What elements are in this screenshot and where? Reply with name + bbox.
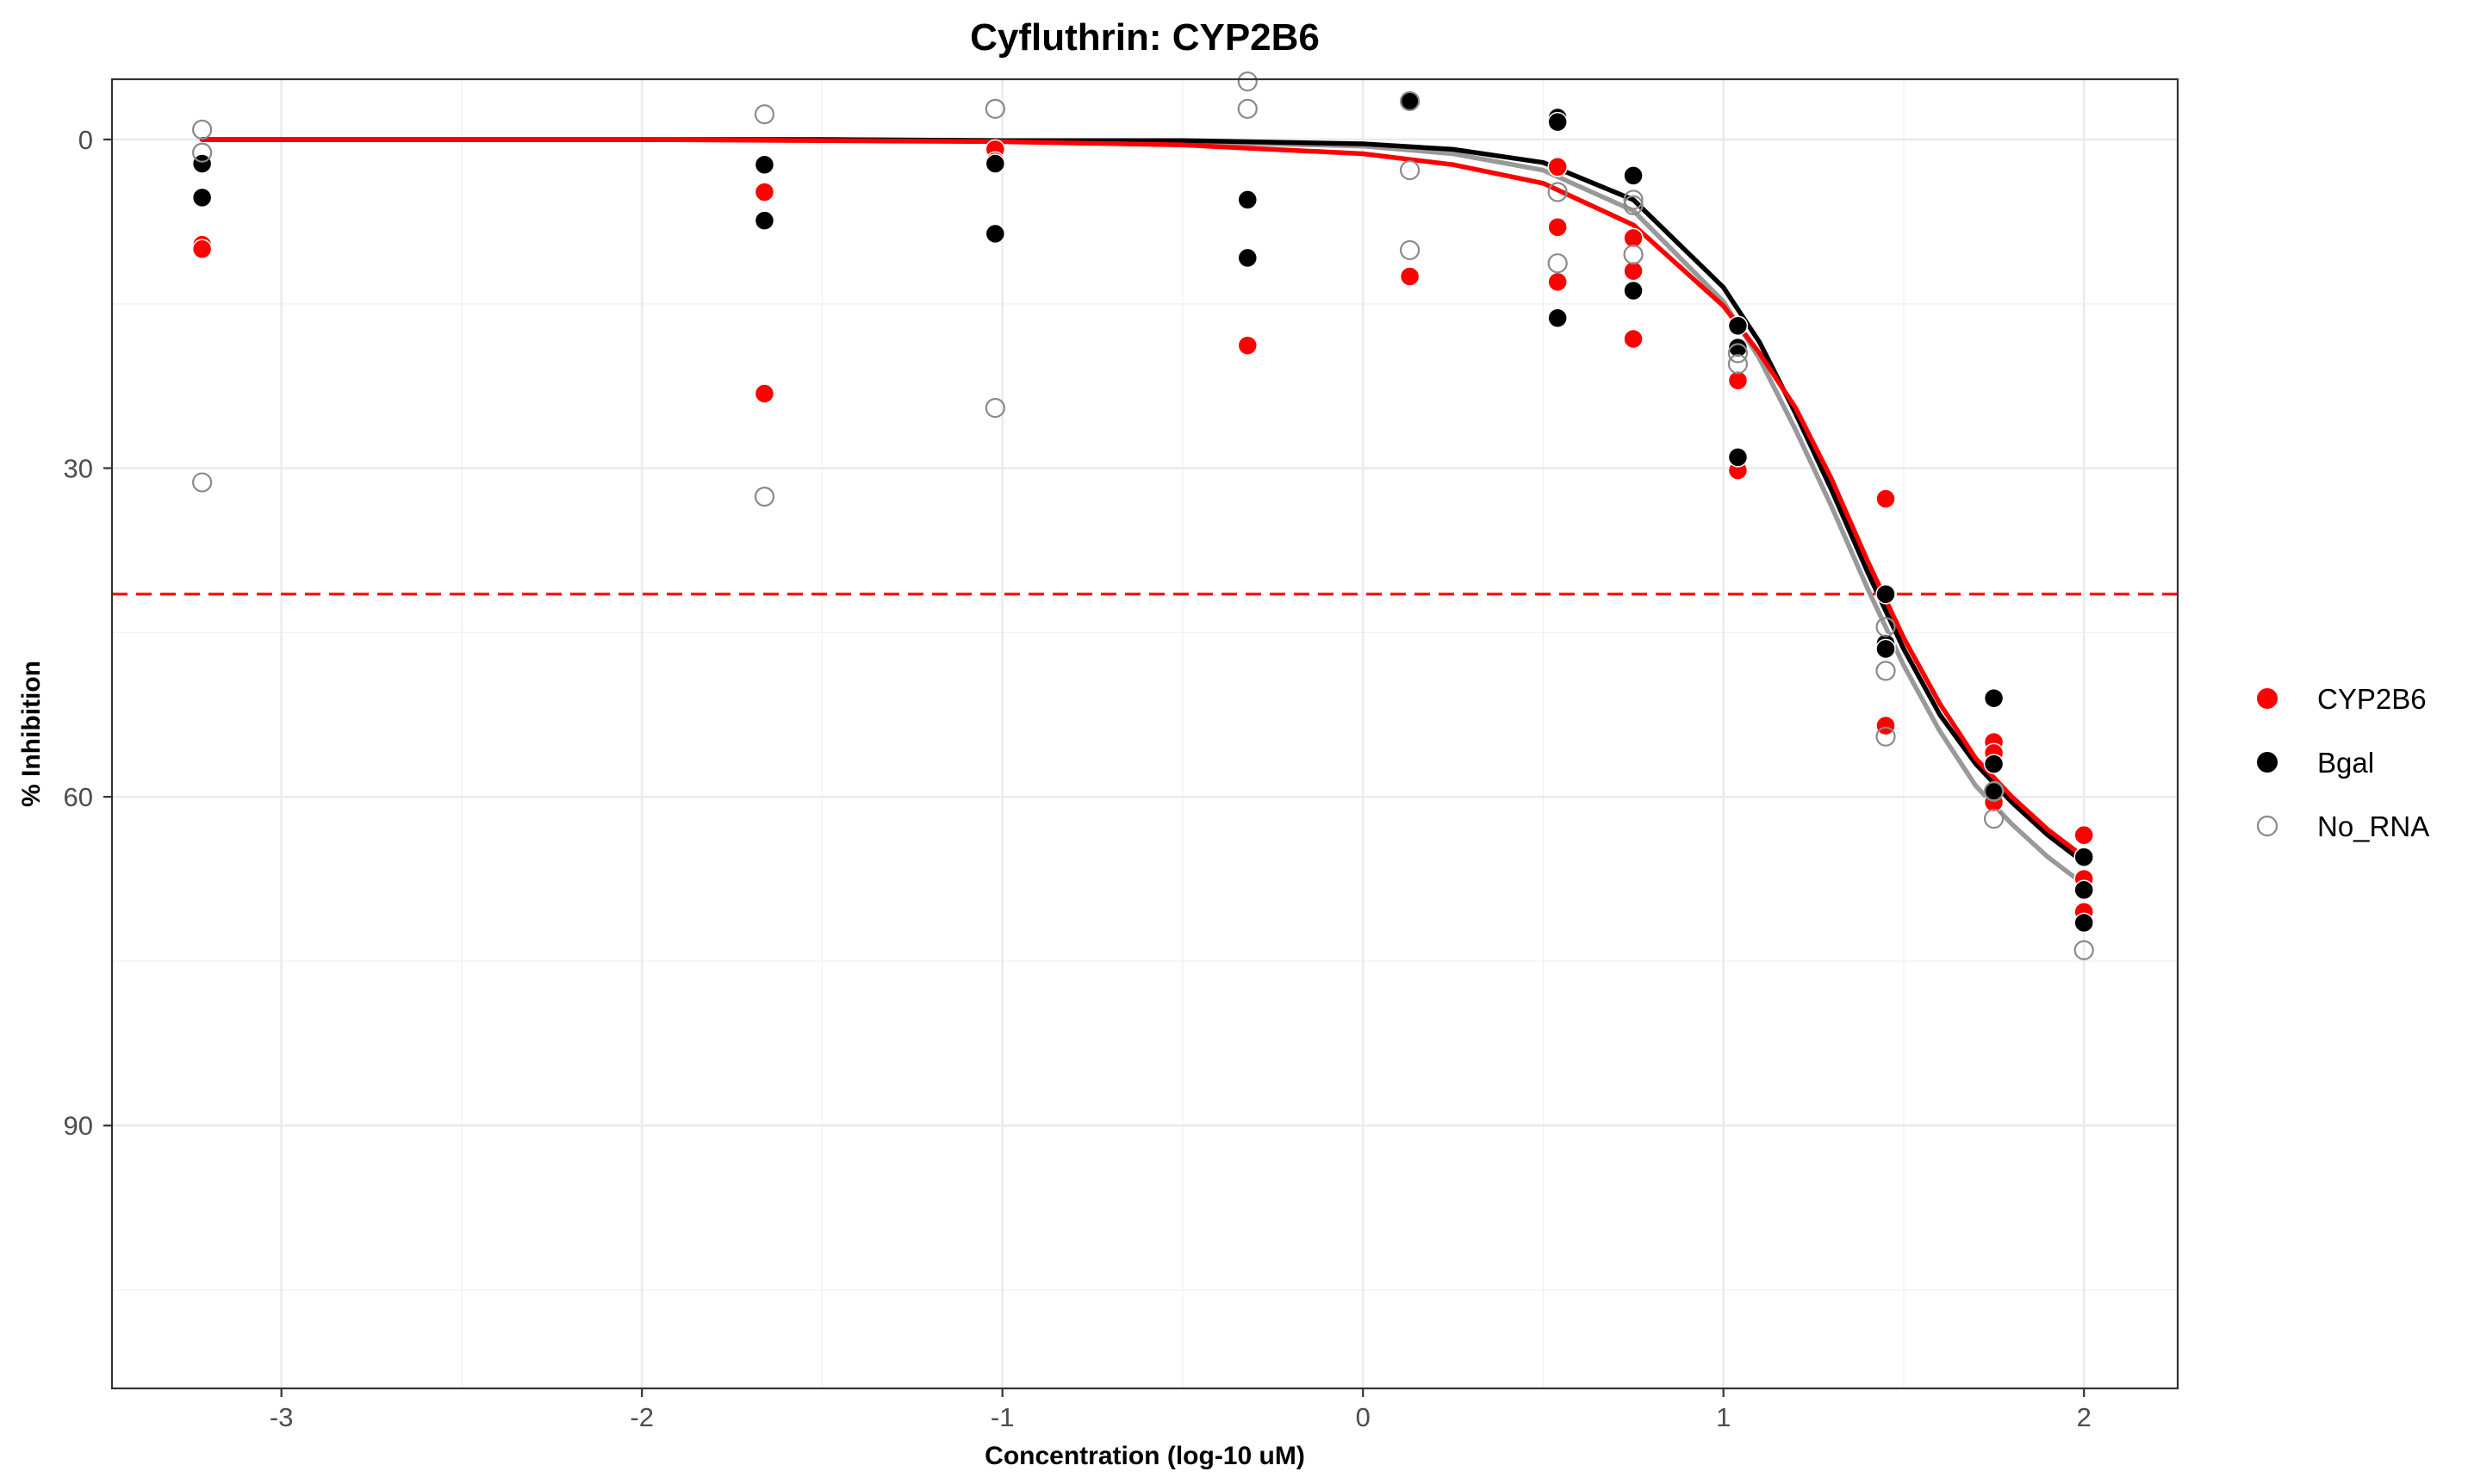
point-bgal: [1727, 337, 1749, 358]
legend-key-bgal: [2257, 752, 2278, 773]
point-no-rna: [192, 142, 213, 163]
point-bgal: [754, 154, 775, 175]
point-cyp2b6: [1399, 266, 1420, 287]
point-bgal: [985, 153, 1006, 174]
point-no-rna: [1623, 244, 1644, 265]
y-tick-label: 30: [64, 454, 93, 484]
point-cyp2b6: [191, 239, 213, 259]
point-layer: [191, 71, 2094, 960]
point-bgal: [1983, 687, 2005, 709]
point-no-rna: [985, 98, 1005, 119]
point-no-rna: [1983, 808, 2005, 829]
point-no-rna: [1399, 159, 1420, 181]
point-no-rna: [1399, 90, 1420, 112]
point-bgal: [1547, 307, 1568, 329]
y-tick-label: 0: [78, 125, 93, 155]
point-bgal: [2073, 847, 2094, 867]
point-no-rna: [1399, 239, 1420, 261]
point-cyp2b6: [1875, 715, 1896, 736]
axis-layer: -3 -2 -1 0 1 2 0 30 60 90: [64, 125, 2092, 1432]
point-bgal: [985, 223, 1006, 245]
grid-layer: [112, 79, 2178, 1388]
point-no-rna: [754, 487, 775, 507]
legend-label-no-rna: No_RNA: [2317, 810, 2429, 842]
point-bgal: [191, 187, 213, 208]
point-cyp2b6: [1875, 488, 1896, 509]
x-axis-title: Concentration (log-10 uM): [985, 1442, 1305, 1470]
y-tick-label: 60: [64, 782, 93, 812]
point-cyp2b6: [1623, 260, 1644, 282]
point-cyp2b6: [1237, 335, 1259, 356]
point-no-rna: [1983, 781, 2005, 802]
point-no-rna: [192, 119, 213, 140]
panel-border: [110, 78, 2179, 1390]
point-no-rna: [1875, 661, 1896, 681]
point-no-rna: [1547, 182, 1568, 202]
point-cyp2b6: [1623, 328, 1644, 350]
x-tick-label: 2: [2077, 1402, 2092, 1432]
point-bgal: [191, 153, 213, 174]
chart-title: Cyfluthrin: CYP2B6: [970, 16, 1320, 59]
y-axis-title: % Inhibition: [17, 661, 46, 807]
point-bgal: [1623, 280, 1644, 301]
point-cyp2b6: [754, 182, 775, 202]
point-cyp2b6: [1547, 157, 1568, 177]
point-bgal: [754, 210, 775, 231]
point-bgal: [1237, 189, 1259, 210]
fit-curve-cyp2b6: [199, 137, 2086, 860]
y-tick-label: 90: [64, 1111, 93, 1141]
legend: CYP2B6 Bgal No_RNA: [2256, 683, 2429, 842]
legend-label-cyp2b6: CYP2B6: [2317, 683, 2427, 715]
x-tick-label: -3: [270, 1402, 294, 1432]
point-no-rna: [1547, 253, 1568, 274]
point-no-rna: [1237, 98, 1258, 119]
point-cyp2b6: [1547, 216, 1568, 238]
point-cyp2b6: [1623, 227, 1644, 249]
point-no-rna: [1727, 343, 1749, 363]
point-no-rna: [985, 397, 1005, 419]
curve-layer: [199, 137, 2086, 887]
point-cyp2b6: [1727, 370, 1749, 391]
legend-key-no-rna: [2256, 815, 2278, 837]
point-no-rna: [1727, 354, 1749, 375]
point-no-rna: [1623, 195, 1644, 215]
point-bgal: [1727, 447, 1749, 468]
point-bgal: [1623, 165, 1644, 186]
x-tick-label: 1: [1716, 1402, 1731, 1432]
point-cyp2b6: [1547, 271, 1568, 293]
point-bgal: [1237, 247, 1259, 269]
point-cyp2b6: [754, 383, 775, 404]
point-bgal: [1983, 754, 2005, 774]
point-bgal: [1727, 315, 1749, 336]
point-no-rna: [1623, 189, 1644, 210]
x-tick-label: 0: [1356, 1402, 1371, 1432]
point-cyp2b6: [2073, 824, 2094, 846]
point-no-rna: [1875, 617, 1896, 637]
point-bgal: [1875, 638, 1896, 660]
legend-label-bgal: Bgal: [2317, 747, 2374, 779]
point-bgal: [1875, 584, 1896, 605]
point-no-rna: [192, 472, 213, 493]
point-no-rna: [1875, 726, 1896, 747]
point-bgal: [1547, 111, 1568, 133]
legend-key-cyp2b6: [2257, 688, 2278, 709]
point-bgal: [2073, 879, 2094, 901]
x-tick-label: -2: [630, 1402, 654, 1432]
point-no-rna: [1237, 71, 1258, 92]
x-tick-label: -1: [991, 1402, 1015, 1432]
point-no-rna: [2073, 940, 2094, 960]
point-bgal: [2073, 912, 2094, 934]
point-no-rna: [754, 104, 775, 125]
